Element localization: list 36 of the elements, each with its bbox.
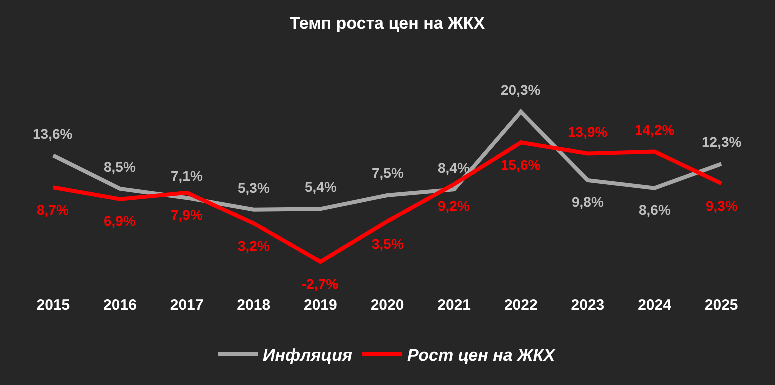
data-label: 8,7% bbox=[37, 202, 70, 218]
data-label: 8,6% bbox=[639, 202, 672, 218]
data-label: 9,2% bbox=[438, 198, 470, 214]
data-label: 9,8% bbox=[572, 194, 604, 210]
data-label: 7,5% bbox=[372, 165, 404, 181]
x-tick-label: 2024 bbox=[638, 297, 672, 314]
data-label: 7,9% bbox=[171, 207, 204, 223]
x-tick-label: 2019 bbox=[304, 297, 338, 314]
data-label: 6,9% bbox=[104, 213, 136, 229]
data-label: 13,9% bbox=[568, 124, 608, 140]
data-label: 15,6% bbox=[501, 157, 542, 173]
data-label: 5,4% bbox=[305, 179, 338, 195]
data-label: 7,1% bbox=[171, 168, 204, 184]
legend-label: Рост цен на ЖКХ bbox=[408, 346, 557, 365]
data-label: 5,3% bbox=[238, 180, 270, 196]
x-tick-label: 2018 bbox=[237, 297, 271, 314]
data-label: 12,3% bbox=[702, 134, 742, 150]
data-label: 14,2% bbox=[635, 122, 676, 138]
data-label: 8,5% bbox=[104, 159, 136, 175]
x-tick-label: 2017 bbox=[170, 297, 204, 314]
x-tick-label: 2016 bbox=[104, 297, 137, 314]
x-tick-label: 2020 bbox=[370, 297, 404, 314]
data-label: 13,6% bbox=[33, 126, 74, 142]
data-label: 20,3% bbox=[501, 82, 542, 98]
data-label: 8,4% bbox=[438, 160, 470, 176]
x-tick-label: 2021 bbox=[438, 297, 472, 314]
x-tick-label: 2025 bbox=[704, 297, 738, 314]
data-label: 3,5% bbox=[372, 236, 404, 252]
legend-label: Инфляция bbox=[263, 346, 352, 365]
chart-title: Темп роста цен на ЖКХ bbox=[290, 14, 486, 34]
data-label: 3,2% bbox=[238, 238, 270, 254]
x-tick-label: 2022 bbox=[504, 297, 538, 314]
x-tick-label: 2023 bbox=[571, 297, 605, 314]
data-label: -2,7% bbox=[302, 276, 340, 292]
x-tick-label: 2015 bbox=[36, 297, 70, 314]
data-label: 9,3% bbox=[706, 198, 738, 214]
